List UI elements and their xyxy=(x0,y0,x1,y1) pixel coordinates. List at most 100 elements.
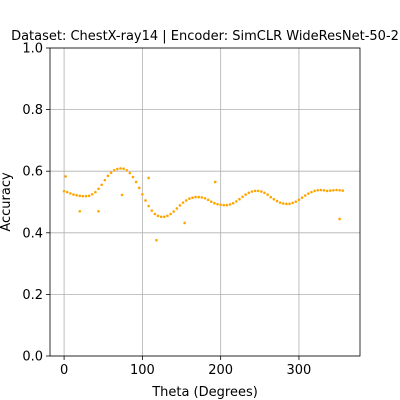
data-point xyxy=(319,188,323,192)
data-point xyxy=(228,203,232,206)
data-point xyxy=(278,201,282,204)
data-point xyxy=(178,204,182,207)
x-axis-label: Theta (Degrees) xyxy=(151,385,258,400)
data-point xyxy=(332,188,335,192)
data-point xyxy=(250,190,254,193)
data-point xyxy=(156,214,160,218)
data-point xyxy=(147,176,150,180)
data-point xyxy=(100,183,103,187)
y-tick-label: 0.0 xyxy=(22,350,43,365)
data-point xyxy=(216,202,219,206)
y-tick-label: 0.6 xyxy=(22,165,43,180)
data-point xyxy=(184,199,188,202)
data-point xyxy=(256,189,260,193)
data-point xyxy=(97,209,100,213)
data-point xyxy=(159,215,163,219)
data-point xyxy=(316,188,320,192)
data-point xyxy=(119,167,122,170)
data-point xyxy=(241,195,244,199)
data-point xyxy=(294,200,298,203)
data-point xyxy=(338,188,341,192)
x-tick-label: 100 xyxy=(130,363,155,378)
data-point xyxy=(144,199,147,202)
data-point xyxy=(260,190,263,193)
data-point xyxy=(103,178,107,182)
data-point xyxy=(288,202,291,206)
data-point xyxy=(155,238,158,242)
data-point xyxy=(291,201,294,205)
data-point xyxy=(97,187,100,191)
y-tick-label: 0.4 xyxy=(22,226,43,241)
x-tick-label: 300 xyxy=(287,363,312,378)
data-point xyxy=(69,192,72,195)
data-point xyxy=(109,171,113,175)
data-point xyxy=(125,168,129,172)
data-point xyxy=(87,194,91,198)
data-point xyxy=(303,194,307,197)
data-point xyxy=(78,209,82,213)
x-tick-label: 0 xyxy=(60,363,68,378)
data-point xyxy=(325,189,329,193)
data-point xyxy=(134,180,138,184)
data-point xyxy=(231,201,235,205)
data-point xyxy=(222,203,226,207)
data-point xyxy=(281,202,285,205)
data-point xyxy=(200,196,204,199)
data-point xyxy=(338,217,341,221)
data-point xyxy=(112,168,116,172)
data-point xyxy=(122,167,125,171)
data-point xyxy=(307,192,310,195)
data-point xyxy=(266,193,269,196)
data-point xyxy=(285,202,288,206)
x-tick-label: 200 xyxy=(208,363,233,378)
data-point xyxy=(62,189,66,193)
data-point xyxy=(310,190,313,194)
data-point xyxy=(169,212,172,216)
data-point xyxy=(247,191,251,195)
data-point xyxy=(172,210,175,213)
data-point xyxy=(106,174,110,178)
data-point xyxy=(128,171,132,175)
data-point xyxy=(219,203,222,207)
plot-frame xyxy=(49,47,361,357)
data-point xyxy=(90,193,94,196)
data-point xyxy=(153,212,157,216)
data-points-layer xyxy=(62,167,345,242)
data-point xyxy=(188,197,191,200)
data-point xyxy=(137,186,141,190)
y-axis-label: Accuracy xyxy=(0,172,14,232)
data-point xyxy=(181,201,185,204)
data-point xyxy=(72,193,75,196)
data-point xyxy=(81,194,85,198)
data-point xyxy=(131,175,135,179)
data-point xyxy=(84,194,88,198)
data-point xyxy=(300,196,304,199)
data-point xyxy=(150,209,154,212)
chart-title: Dataset: ChestX-ray14 | Encoder: SimCLR … xyxy=(11,29,399,44)
data-point xyxy=(75,193,78,197)
data-point xyxy=(78,194,82,198)
data-point xyxy=(94,190,97,194)
data-point xyxy=(183,221,186,225)
data-point xyxy=(65,190,69,194)
data-point xyxy=(166,214,169,218)
data-point xyxy=(244,193,248,196)
x-axis-ticks: 0 100 200 300 xyxy=(60,356,311,378)
data-point xyxy=(206,198,210,202)
data-point xyxy=(272,197,276,201)
data-point xyxy=(238,197,241,201)
data-point xyxy=(253,189,257,193)
data-point xyxy=(269,195,273,199)
data-point xyxy=(141,193,144,196)
y-tick-label: 1.0 xyxy=(22,42,43,57)
data-point xyxy=(235,200,238,203)
data-point xyxy=(341,189,345,192)
data-point xyxy=(275,199,279,203)
data-point xyxy=(209,200,213,203)
data-point xyxy=(194,195,197,199)
y-tick-label: 0.2 xyxy=(22,288,43,303)
data-point xyxy=(328,189,332,192)
data-point xyxy=(203,197,207,200)
